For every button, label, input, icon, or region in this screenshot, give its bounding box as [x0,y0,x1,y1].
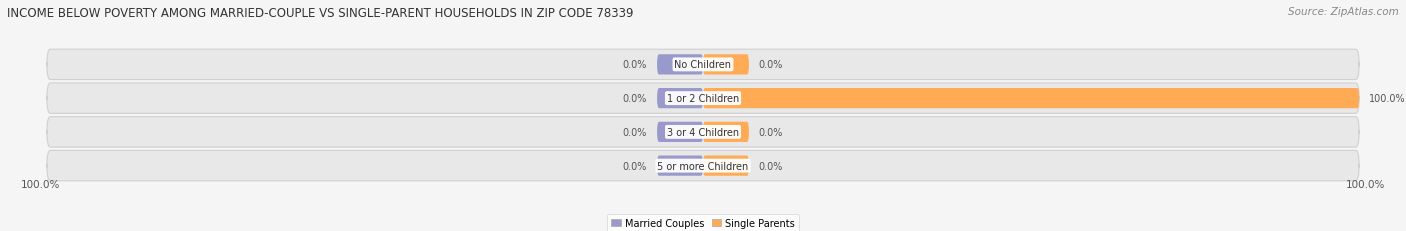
FancyBboxPatch shape [46,50,1360,80]
FancyBboxPatch shape [46,84,1360,114]
Text: 3 or 4 Children: 3 or 4 Children [666,127,740,137]
FancyBboxPatch shape [703,55,749,75]
FancyBboxPatch shape [703,89,1360,109]
Text: 0.0%: 0.0% [623,161,647,171]
FancyBboxPatch shape [46,151,1360,181]
FancyBboxPatch shape [46,117,1360,147]
Text: Source: ZipAtlas.com: Source: ZipAtlas.com [1288,7,1399,17]
Text: 0.0%: 0.0% [759,161,783,171]
FancyBboxPatch shape [657,156,703,176]
Text: 0.0%: 0.0% [623,127,647,137]
Text: 100.0%: 100.0% [21,179,60,189]
FancyBboxPatch shape [657,89,703,109]
Text: 0.0%: 0.0% [623,60,647,70]
FancyBboxPatch shape [657,122,703,142]
Text: INCOME BELOW POVERTY AMONG MARRIED-COUPLE VS SINGLE-PARENT HOUSEHOLDS IN ZIP COD: INCOME BELOW POVERTY AMONG MARRIED-COUPL… [7,7,634,20]
Text: 100.0%: 100.0% [1346,179,1385,189]
Text: 0.0%: 0.0% [623,94,647,104]
FancyBboxPatch shape [703,122,749,142]
Text: 100.0%: 100.0% [1369,94,1406,104]
FancyBboxPatch shape [703,156,749,176]
Text: 5 or more Children: 5 or more Children [658,161,748,171]
Text: 0.0%: 0.0% [759,127,783,137]
Text: 1 or 2 Children: 1 or 2 Children [666,94,740,104]
FancyBboxPatch shape [657,55,703,75]
Legend: Married Couples, Single Parents: Married Couples, Single Parents [607,214,799,231]
Text: 0.0%: 0.0% [759,60,783,70]
Text: No Children: No Children [675,60,731,70]
